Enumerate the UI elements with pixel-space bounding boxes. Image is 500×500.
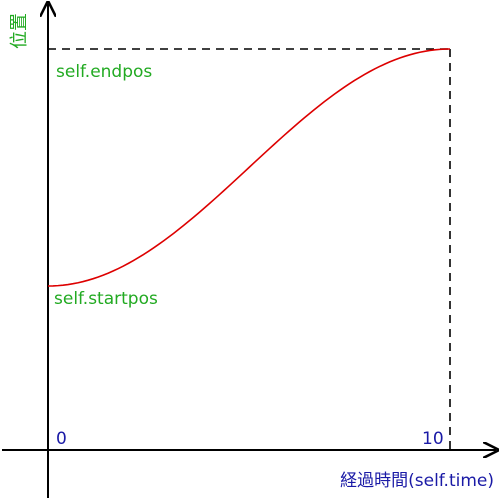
end-position-label: self.endpos [56, 62, 152, 82]
start-position-label: self.startpos [54, 289, 158, 309]
x-axis-label: 経過時間(self.time) [340, 471, 494, 491]
origin-label: 0 [56, 429, 67, 449]
x-end-label: 10 [422, 429, 444, 449]
position-curve [47, 48, 451, 287]
y-axis-label: 位置 [9, 13, 30, 49]
